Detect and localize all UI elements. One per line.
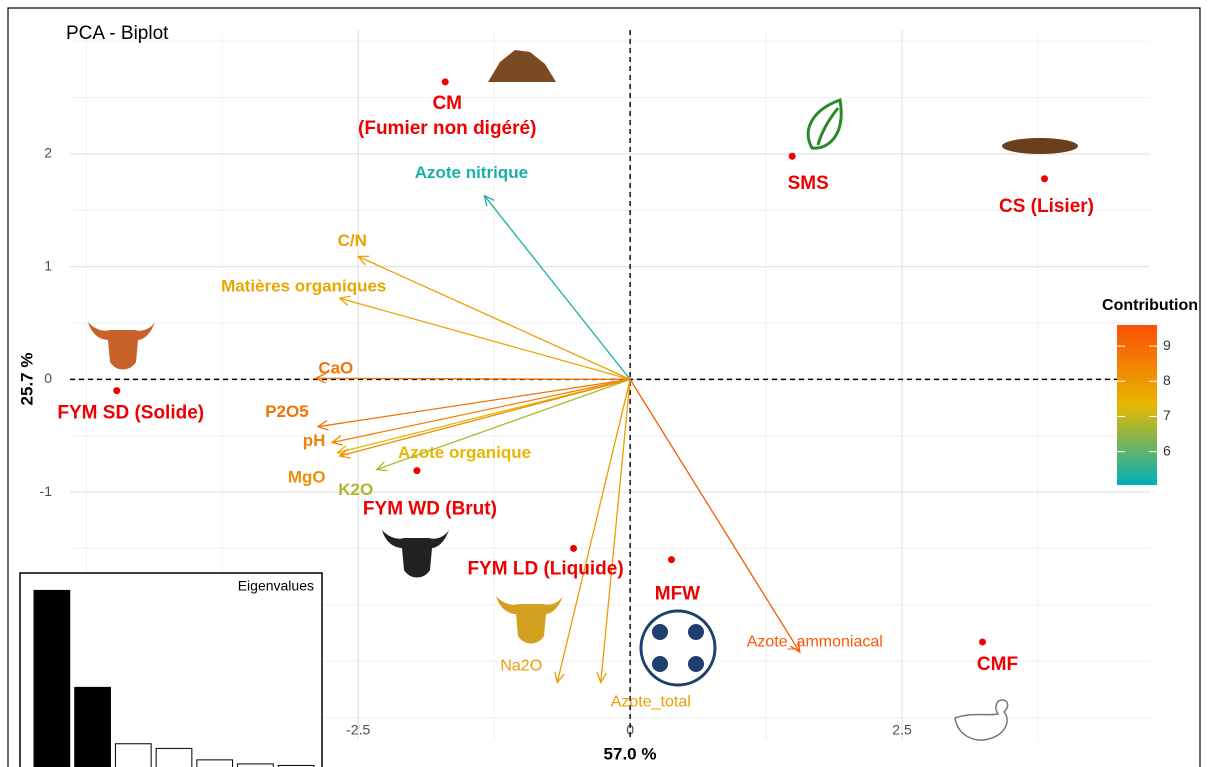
point (441, 78, 449, 86)
point-label: FYM LD (Liquide) (467, 558, 623, 579)
eigenvalue-bar (33, 589, 71, 767)
eigenvalue-bar (196, 759, 234, 767)
arrow-head (483, 194, 495, 207)
y-tick-label: 1 (44, 257, 52, 273)
point-label: CMF (977, 654, 1018, 675)
variable-label: Matières organiques (221, 277, 386, 296)
arrow-head (314, 372, 327, 384)
point (1041, 175, 1049, 183)
arrow-head (375, 461, 388, 472)
point (413, 467, 421, 475)
variable-arrow (556, 379, 631, 683)
variable-arrow (339, 297, 631, 380)
icon-leaf (806, 97, 843, 150)
legend-title: Contribution (1102, 297, 1198, 314)
variable-label: pH (303, 431, 326, 450)
point-label: FYM WD (Brut) (363, 499, 497, 520)
variable-label: Azote organique (398, 443, 531, 462)
x-tick-label: 2.5 (892, 722, 912, 738)
eigenvalue-bar (277, 764, 315, 767)
inset-title: Eigenvalues (238, 578, 314, 594)
variable-label: P2O5 (265, 402, 308, 421)
x-tick-label: -2.5 (346, 722, 370, 738)
variable-label: MgO (288, 467, 326, 486)
y-axis-label: 25.7 % (17, 353, 36, 406)
legend-tick-label: 9 (1163, 337, 1171, 353)
variable-arrow (331, 378, 631, 444)
eigenvalue-bar (74, 686, 111, 767)
point (113, 387, 121, 395)
legend-tick-label: 6 (1163, 442, 1171, 458)
variable-arrow (315, 377, 631, 381)
icon-dung (488, 50, 556, 82)
icon-cow-gold (496, 596, 563, 644)
point-label: (Fumier non digéré) (358, 118, 536, 139)
variable-arrow (600, 379, 631, 683)
icon-slurry (1002, 138, 1078, 154)
inset-box (19, 572, 323, 767)
variable-arrow (376, 378, 631, 471)
arrow-head (338, 448, 351, 459)
variable-label: Azote_ammoniacal (747, 633, 883, 650)
variable-label: Azote_total (611, 694, 691, 711)
arrow-head (596, 671, 608, 685)
point-label: FYM SD (Solide) (57, 403, 204, 424)
eigenvalue-bar (155, 747, 193, 767)
variable-arrow (317, 378, 631, 428)
point (570, 544, 578, 552)
x-tick-label: 0 (626, 722, 634, 738)
icon-cow-black (382, 530, 449, 578)
point (979, 638, 987, 646)
point-label: CM (432, 93, 462, 114)
legend-tick-label: 8 (1163, 372, 1171, 388)
icon-duck (954, 699, 1009, 741)
icon-mixed (639, 609, 717, 687)
y-tick-label: 0 (44, 370, 52, 386)
variable-label: C/N (338, 231, 367, 250)
eigenvalue-bar (114, 743, 152, 767)
eigenvalue-bar (237, 763, 274, 767)
arrow-head (356, 255, 370, 266)
colorbar (1117, 325, 1157, 485)
arrow-head (316, 419, 329, 431)
variable-arrow (339, 378, 631, 457)
variable-label: K2O (338, 480, 373, 499)
y-tick-label: 2 (44, 145, 52, 161)
y-tick-label: -1 (40, 483, 53, 499)
variable-arrow (629, 379, 801, 653)
chart-title: PCA - Biplot (66, 23, 169, 44)
arrow-head (338, 295, 351, 306)
point (667, 556, 675, 564)
x-axis-label: 57.0 % (604, 744, 657, 763)
point-label: CS (Lisier) (999, 196, 1094, 217)
point-label: SMS (788, 173, 829, 194)
point (788, 152, 796, 160)
variable-arrow (483, 195, 631, 380)
variable-arrow (357, 255, 631, 380)
arrow-head (790, 641, 801, 654)
variable-label: CaO (318, 359, 353, 378)
arrow-head (554, 671, 565, 684)
legend-tick-label: 7 (1163, 407, 1171, 423)
arrow-head (330, 435, 343, 446)
variable-label: Na2O (500, 658, 542, 675)
icon-cow-brown (88, 322, 155, 370)
variable-label: Azote nitrique (415, 163, 528, 182)
point-label: MFW (655, 584, 700, 605)
